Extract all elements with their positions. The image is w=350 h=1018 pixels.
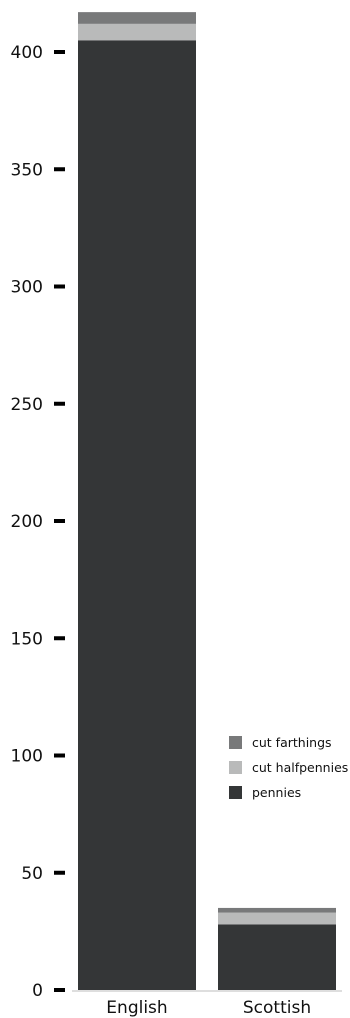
y-tick-label-0: 0	[32, 981, 43, 1001]
bar-scottish-cut-farthings	[218, 907, 336, 913]
y-tick-label-350: 350	[11, 160, 43, 180]
bar-english-cut-farthings	[78, 12, 196, 24]
y-tick-300	[54, 284, 65, 289]
legend-swatch-cut-farthings	[229, 736, 242, 749]
x-axis: English Scottish	[72, 990, 342, 1018]
y-tick-label-50: 50	[21, 864, 43, 884]
bar-scottish-pennies	[218, 924, 336, 990]
y-tick-250	[54, 401, 65, 406]
y-tick-50	[54, 870, 65, 875]
legend: cut farthings cut halfpennies pennies	[229, 735, 348, 800]
bars	[78, 12, 336, 990]
legend-label-cut-halfpennies: cut halfpennies	[252, 760, 348, 775]
y-tick-label-100: 100	[11, 747, 43, 767]
y-tick-label-150: 150	[11, 629, 43, 649]
y-tick-label-200: 200	[11, 512, 43, 532]
legend-swatch-cut-halfpennies	[229, 761, 242, 774]
bar-scottish-cut-halfpennies	[218, 912, 336, 925]
x-tick-label-scottish: Scottish	[243, 998, 311, 1018]
y-tick-label-300: 300	[11, 278, 43, 298]
y-tick-350	[54, 167, 65, 172]
legend-swatch-pennies	[229, 786, 242, 799]
bar-english-pennies	[78, 40, 196, 990]
y-tick-400	[54, 50, 65, 54]
y-tick-0	[54, 988, 65, 992]
y-tick-label-400: 400	[11, 43, 43, 63]
x-tick-label-english: English	[106, 998, 167, 1018]
y-tick-100	[54, 753, 65, 758]
bar-english-cut-halfpennies	[78, 23, 196, 41]
y-axis: 0 50 100 150 200 250 300 350 400	[11, 43, 65, 1001]
y-tick-200	[54, 519, 65, 523]
y-tick-label-250: 250	[11, 395, 43, 415]
y-tick-150	[54, 636, 65, 641]
legend-label-pennies: pennies	[252, 785, 301, 800]
legend-label-cut-farthings: cut farthings	[252, 735, 332, 750]
